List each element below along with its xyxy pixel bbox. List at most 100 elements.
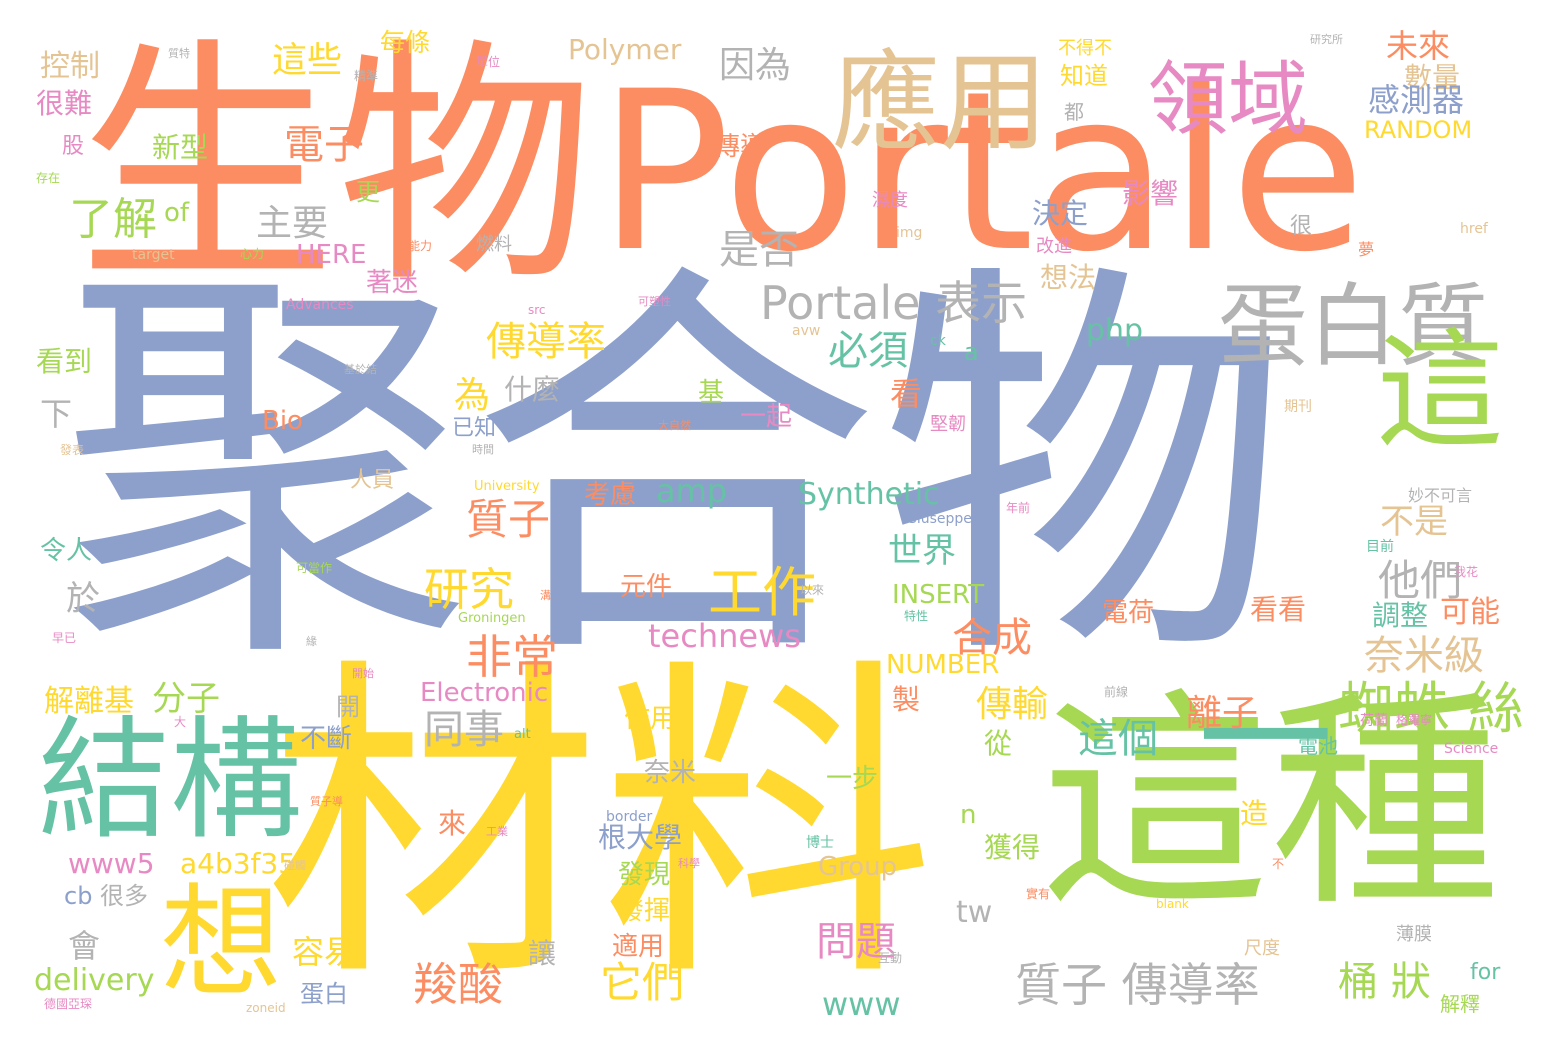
cloud-word: 電池: [1298, 734, 1338, 758]
cloud-word: 蜘蛛 絲: [1338, 677, 1524, 742]
cloud-word: cb: [64, 882, 93, 910]
cloud-word: 離子: [1186, 693, 1259, 734]
cloud-word: avw: [792, 323, 821, 339]
cloud-word: 調整: [1372, 599, 1429, 632]
cloud-word: 基: [698, 378, 725, 408]
cloud-word: 實有: [1026, 887, 1051, 901]
cloud-word: 大自然: [658, 419, 691, 432]
cloud-word: 時間: [472, 443, 494, 456]
cloud-word: 分子: [152, 679, 220, 719]
cloud-word: 容易: [292, 933, 357, 971]
cloud-word: 不斷: [300, 724, 353, 754]
cloud-word: of: [164, 198, 190, 228]
cloud-word: 蛋白質: [1218, 274, 1488, 379]
cloud-word: Portale 表示: [760, 276, 1028, 330]
cloud-word: 德國亞琛: [44, 997, 93, 1011]
cloud-word: 前線: [1104, 685, 1129, 699]
cloud-word: target: [132, 247, 175, 263]
cloud-word: n: [960, 800, 977, 830]
cloud-word: 造: [1240, 797, 1269, 830]
cloud-word: 這些: [272, 41, 343, 81]
cloud-word: 濕度: [872, 190, 908, 211]
cloud-word: 下: [40, 395, 73, 433]
cloud-word: University: [474, 479, 540, 494]
cloud-word: 它們: [600, 958, 685, 1007]
cloud-word: 我花: [1454, 565, 1479, 579]
cloud-word: 工作: [708, 561, 816, 624]
cloud-word: 電子: [284, 122, 364, 168]
cloud-word: 一: [1198, 661, 1333, 818]
cloud-word: 讓: [528, 937, 557, 970]
cloud-word: border: [606, 809, 653, 825]
cloud-word: 研究: [424, 563, 515, 616]
cloud-word: 很多: [100, 882, 148, 910]
cloud-word: 新型: [152, 131, 209, 164]
cloud-word: 同事: [424, 707, 504, 753]
cloud-word: 能力: [408, 239, 433, 253]
cloud-word: 了解: [69, 194, 157, 245]
cloud-word: 根大學: [598, 821, 683, 854]
cloud-word: 電荷: [1102, 598, 1155, 628]
cloud-word: Group: [818, 852, 898, 882]
cloud-word: 材料: [265, 632, 935, 1022]
cloud-word: 傳導率: [486, 319, 606, 365]
cloud-word: NUMBER: [886, 650, 1000, 680]
cloud-word: 因為: [719, 45, 792, 86]
cloud-word: Giuseppe: [906, 511, 972, 527]
cloud-word: 想法: [1040, 261, 1097, 294]
cloud-word: 人員: [350, 468, 395, 493]
cloud-word: technews: [648, 617, 801, 655]
cloud-word: 很: [1290, 214, 1313, 239]
cloud-word: 存在: [36, 171, 61, 185]
cloud-word: href: [1460, 221, 1488, 237]
cloud-word: 知道: [1060, 62, 1108, 90]
cloud-word: 心力: [240, 247, 265, 261]
cloud-word: 緣: [306, 635, 317, 648]
cloud-word: 研究所: [1310, 33, 1343, 46]
cloud-word: 奈米級: [1364, 633, 1484, 679]
cloud-word: blank: [1156, 897, 1189, 911]
cloud-word: 作用: [624, 704, 677, 734]
cloud-word: 看到: [36, 345, 93, 378]
cloud-word: Groningen: [458, 611, 526, 626]
cloud-word: INSERT: [892, 580, 985, 610]
cloud-word: 聚合物: [60, 231, 1290, 709]
cloud-word: 適用: [612, 932, 665, 962]
cloud-word: 更: [356, 178, 380, 206]
cloud-word: www5: [68, 847, 155, 880]
cloud-word: 基於結: [344, 363, 377, 376]
cloud-word: 想: [160, 872, 282, 1014]
cloud-word: 主要: [256, 203, 329, 244]
cloud-word: 開始: [352, 667, 374, 680]
cloud-word: Portale: [598, 44, 1366, 300]
cloud-word: img: [896, 225, 923, 241]
cloud-word: 這種: [1040, 671, 1501, 938]
cloud-word: 是否: [719, 227, 799, 273]
cloud-word: 非常: [466, 630, 558, 684]
cloud-word: 從: [984, 727, 1013, 760]
cloud-word: 結構: [38, 704, 302, 858]
cloud-word: 世界: [888, 531, 956, 571]
cloud-word: 薄膜: [1396, 924, 1432, 945]
cloud-word: 發表: [60, 443, 85, 457]
cloud-word: 考慮: [584, 480, 637, 510]
cloud-word: 工業: [486, 825, 508, 838]
cloud-word: alt: [514, 727, 531, 742]
cloud-word: 大: [174, 715, 187, 729]
cloud-word: 一起: [740, 402, 793, 432]
cloud-word: php: [1086, 313, 1144, 348]
cloud-word: 奈米: [644, 758, 697, 788]
cloud-word: 發揮: [618, 896, 671, 926]
cloud-word: 問題: [816, 919, 896, 965]
cloud-word: Science: [1444, 741, 1499, 757]
cloud-word: amp: [656, 472, 728, 510]
cloud-word: 很難: [36, 87, 93, 120]
cloud-word: 羧酸: [413, 958, 504, 1011]
cloud-word: 決定: [1032, 197, 1089, 230]
cloud-word: 令人: [40, 536, 93, 566]
cloud-word: 荷蘭: [1360, 713, 1388, 729]
cloud-word: a4b3f35b: [180, 847, 314, 880]
cloud-word: 溝: [540, 589, 551, 602]
cloud-word: 不: [1272, 857, 1285, 871]
cloud-word: 博士: [806, 835, 834, 851]
